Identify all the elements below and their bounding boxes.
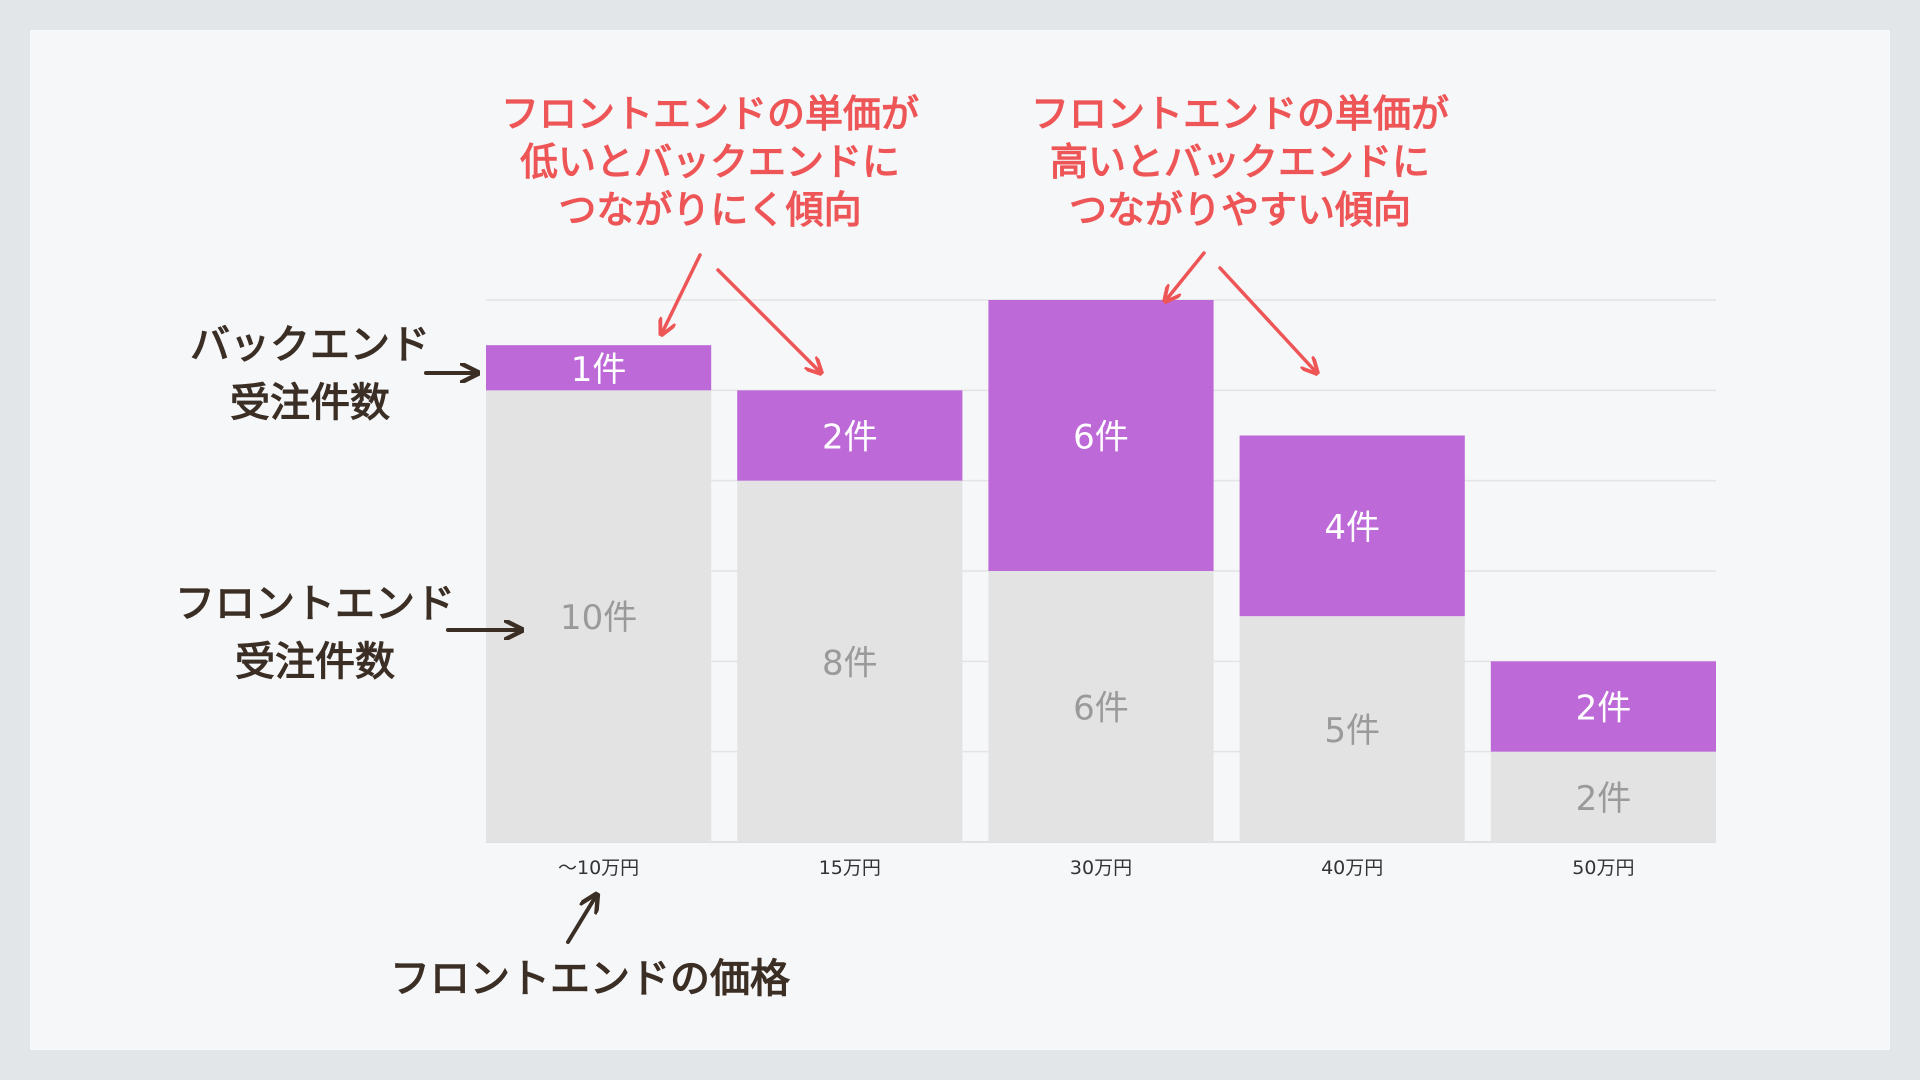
chart-card: 10件 1件 8件 2件 6件 6件 5件 4件 2件 2件 〜10万円 15万円 30万円 40万円 5… xyxy=(30,30,1890,1050)
arrow-high-price-2 xyxy=(1218,266,1316,372)
x-tick-labels: 〜10万円 15万円 30万円 40万円 50万円 xyxy=(558,857,1634,879)
bar-label-frontend: 8件 xyxy=(822,643,878,683)
bar-backend xyxy=(1239,435,1465,617)
x-tick-label: 15万円 xyxy=(819,857,881,879)
bar-frontend xyxy=(1239,616,1465,842)
arrow-high-price-1 xyxy=(1166,251,1206,300)
annotation-high-price-line-3: つながりやすい傾向 xyxy=(1068,188,1411,232)
x-tick-label: 30万円 xyxy=(1070,857,1132,879)
bar-backend xyxy=(737,390,963,481)
annotation-high-price: フロントエンドの単価が 高いとバックエンドに つながりやすい傾向 xyxy=(1020,90,1460,234)
bar-label-backend: 2件 xyxy=(822,418,878,458)
bars xyxy=(486,300,1716,842)
bar-label-backend: 4件 xyxy=(1324,508,1380,548)
bar-frontend xyxy=(988,571,1214,842)
annotation-frontend-count-line-1: フロントエンド xyxy=(175,581,455,627)
annotation-frontend-count-line-2: 受注件数 xyxy=(235,639,395,685)
bar-labels: 10件 1件 8件 2件 6件 6件 5件 4件 2件 2件 xyxy=(560,350,1631,819)
annotation-frontend-count: フロントエンド 受注件数 xyxy=(170,575,460,691)
bar-frontend xyxy=(486,390,712,842)
bar-label-frontend: 6件 xyxy=(1073,689,1129,729)
annotation-backend-count-line-1: バックエンド xyxy=(190,322,430,368)
annotation-low-price-line-1: フロントエンドの単価が xyxy=(500,92,919,136)
bar-label-frontend: 2件 xyxy=(1576,779,1632,819)
bar-label-backend: 1件 xyxy=(571,350,627,390)
bar-label-frontend: 5件 xyxy=(1324,711,1380,751)
bar-label-frontend: 10件 xyxy=(560,598,637,638)
annotation-low-price: フロントエンドの単価が 低いとバックエンドに つながりにく傾向 xyxy=(490,90,930,234)
annotation-arrows xyxy=(424,251,1316,944)
annotation-low-price-line-2: 低いとバックエンドに xyxy=(519,140,900,184)
annotation-frontend-price: フロントエンドの価格 xyxy=(390,956,790,1002)
bar-backend xyxy=(988,300,1214,571)
x-tick-label: 〜10万円 xyxy=(558,857,639,879)
arrow-low-price-1 xyxy=(662,253,702,333)
stacked-bar-chart: 10件 1件 8件 2件 6件 6件 5件 4件 2件 2件 〜10万円 15万円 30万円 40万円 5… xyxy=(424,251,1716,944)
annotation-high-price-line-1: フロントエンドの単価が xyxy=(1030,92,1449,136)
x-tick-label: 50万円 xyxy=(1572,857,1634,879)
bar-frontend xyxy=(1490,751,1716,842)
annotation-backend-count-line-2: 受注件数 xyxy=(230,380,390,426)
bar-frontend xyxy=(737,480,963,842)
arrow-low-price-2 xyxy=(716,268,820,372)
arrow-frontend-price xyxy=(566,896,596,944)
bar-label-backend: 2件 xyxy=(1576,689,1632,729)
annotation-high-price-line-2: 高いとバックエンドに xyxy=(1049,140,1430,184)
bar-label-backend: 6件 xyxy=(1073,418,1129,458)
annotation-low-price-line-3: つながりにく傾向 xyxy=(558,188,862,232)
x-tick-label: 40万円 xyxy=(1321,857,1383,879)
bar-backend xyxy=(486,345,712,391)
annotation-backend-count: バックエンド 受注件数 xyxy=(180,316,440,432)
bar-backend xyxy=(1490,661,1716,752)
